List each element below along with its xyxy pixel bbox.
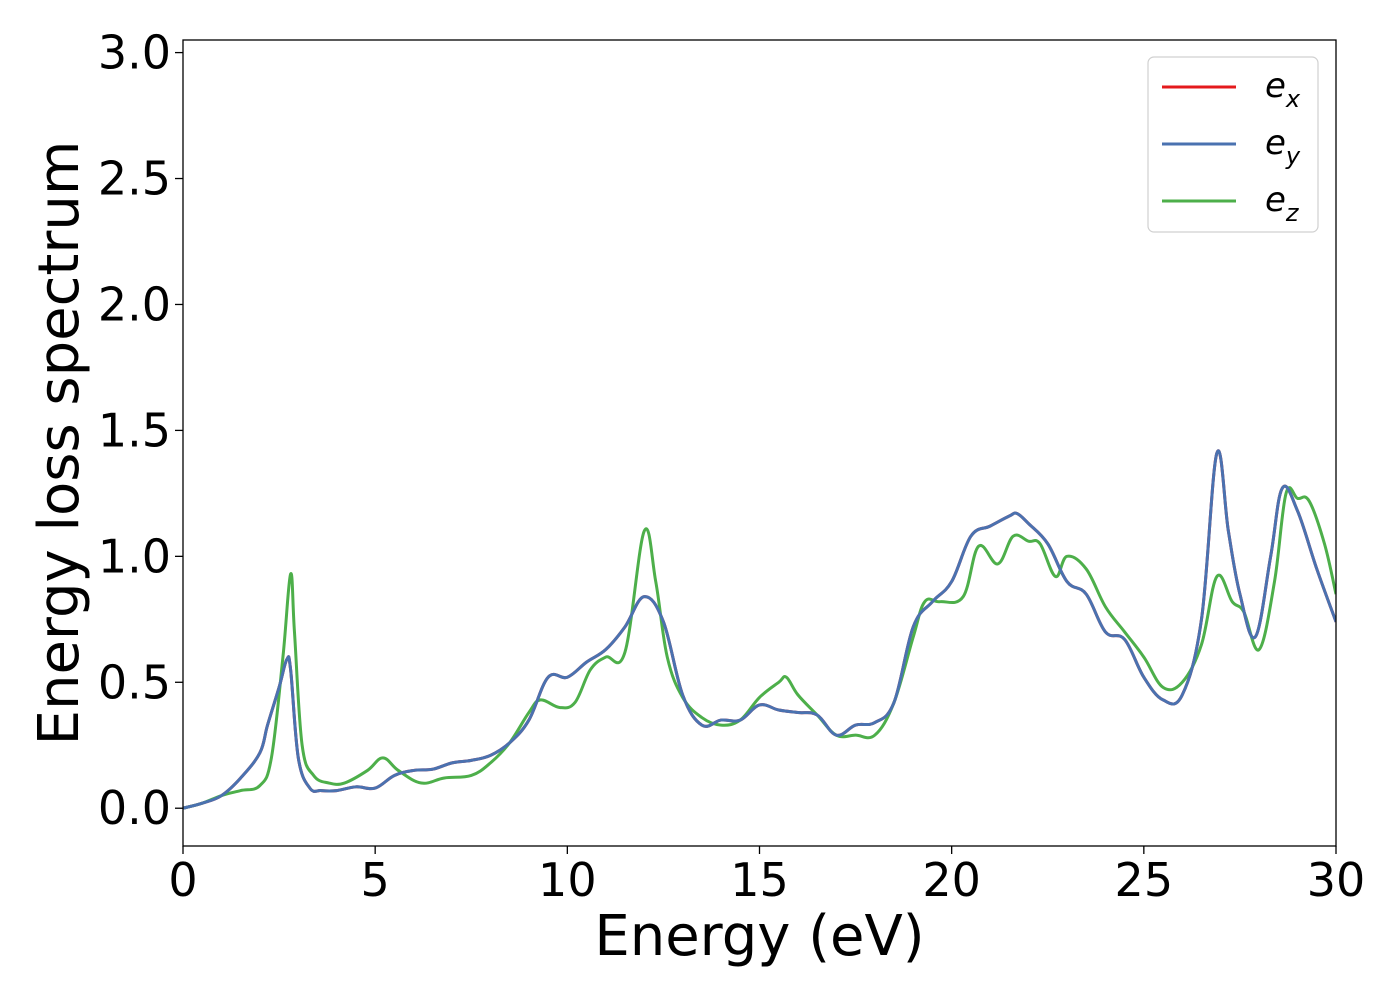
series-line-e-x — [183, 449, 1336, 810]
x-tick-label: 10 — [538, 853, 597, 907]
series-line-e-y — [183, 449, 1336, 810]
legend-label-e-y: ey — [1265, 123, 1301, 170]
legend: ex ey ez — [1147, 56, 1319, 233]
x-tick-label: 20 — [922, 853, 981, 907]
legend-label-e-z: ez — [1265, 180, 1300, 227]
legend-label-e-x: ex — [1265, 66, 1301, 113]
y-axis-label: Energy loss spectrum — [27, 141, 92, 746]
x-tick-label: 25 — [1115, 853, 1174, 907]
y-tick-label: 1.5 — [98, 403, 171, 457]
series-layer — [183, 449, 1336, 810]
x-tick-label: 0 — [168, 853, 197, 907]
series-line-e-z — [183, 486, 1336, 810]
y-tick-label: 1.0 — [98, 529, 171, 583]
y-tick-label: 0.0 — [98, 781, 171, 835]
x-tick-label: 15 — [730, 853, 789, 907]
x-tick-label: 30 — [1307, 853, 1366, 907]
x-tick-label: 5 — [361, 853, 390, 907]
axes-layer: 0 5 10 15 20 25 30 0.0 0.5 1.0 1.5 2.0 2.5 3.0 — [98, 26, 1365, 907]
y-tick-label: 2.5 — [98, 152, 171, 206]
y-tick-label: 3.0 — [98, 26, 171, 80]
x-axis-label: Energy (eV) — [594, 904, 924, 969]
y-tick-label: 2.0 — [98, 277, 171, 331]
y-tick-label: 0.5 — [98, 655, 171, 709]
